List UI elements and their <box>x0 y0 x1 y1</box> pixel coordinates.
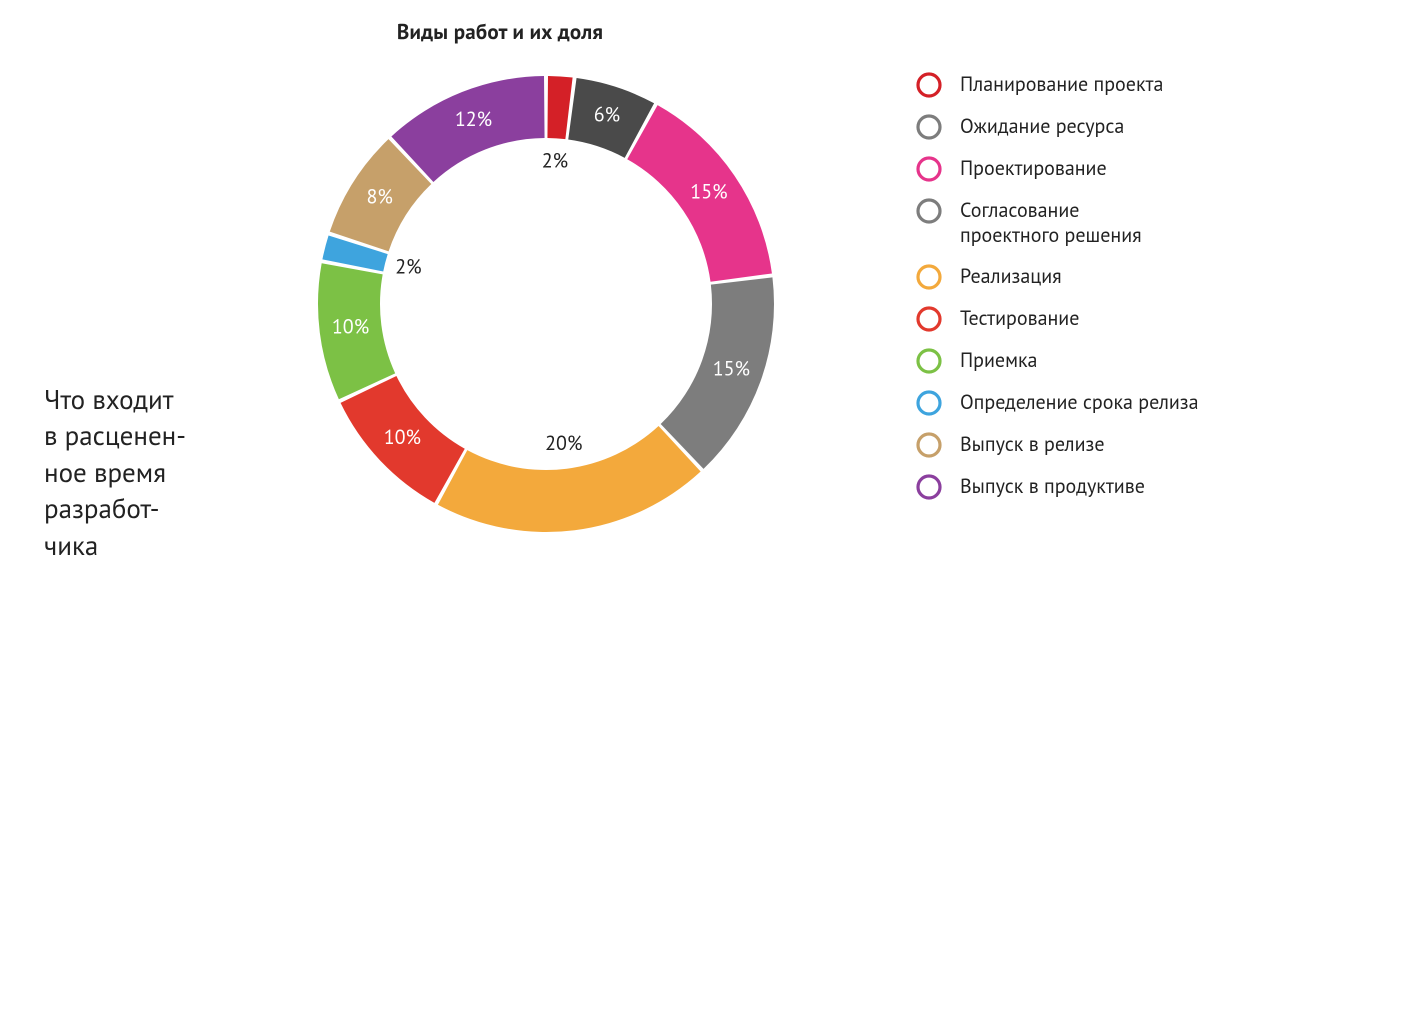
legend-item: Выпуск в релизе <box>916 432 1199 458</box>
legend-item: Определение срока релиза <box>916 390 1199 416</box>
donut-slice <box>547 76 572 139</box>
legend-swatch-icon <box>916 264 942 290</box>
slice-label: 10% <box>332 314 369 340</box>
legend-item: Выпуск в продуктиве <box>916 474 1199 500</box>
legend-swatch-icon <box>916 474 942 500</box>
legend-swatch-icon <box>916 156 942 182</box>
slice-label: 12% <box>455 106 492 132</box>
legend-item: Ожидание ресурса <box>916 114 1199 140</box>
legend-swatch-icon <box>916 198 942 224</box>
legend-label: Согласованиепроектного решения <box>960 198 1142 248</box>
legend-label: Проектирование <box>960 156 1107 181</box>
legend-label: Тестирование <box>960 306 1079 331</box>
legend-label: Планирование проекта <box>960 72 1163 97</box>
side-description-line: чика <box>44 528 244 564</box>
legend-label: Определение срока релиза <box>960 390 1199 415</box>
legend-label: Выпуск в продуктиве <box>960 474 1145 499</box>
legend-item: Реализация <box>916 264 1199 290</box>
slice-label: 10% <box>384 424 421 450</box>
legend-swatch-icon <box>916 348 942 374</box>
chart-title: Виды работ и их доля <box>0 18 1000 45</box>
side-description-line: разработ- <box>44 491 244 527</box>
side-description: Что входитв расценен-ное времяразработ-ч… <box>44 382 244 564</box>
slice-label: 2% <box>542 147 568 173</box>
legend-label: Реализация <box>960 264 1062 289</box>
slice-label: 15% <box>690 178 727 204</box>
legend-swatch-icon <box>916 390 942 416</box>
donut-chart: 2% 6% 15% 15% 20% 10% 10% 2% 8% 12% <box>296 54 796 554</box>
legend-swatch-icon <box>916 306 942 332</box>
legend-item: Проектирование <box>916 156 1199 182</box>
legend-label: Ожидание ресурса <box>960 114 1124 139</box>
slice-label: 8% <box>366 183 392 209</box>
slice-label: 2% <box>395 254 421 280</box>
legend-item: Приемка <box>916 348 1199 374</box>
legend-label: Выпуск в релизе <box>960 432 1105 457</box>
side-description-line: в расценен- <box>44 418 244 454</box>
slice-label: 15% <box>713 356 750 382</box>
legend-swatch-icon <box>916 114 942 140</box>
legend-item: Согласованиепроектного решения <box>916 198 1199 248</box>
legend-item: Планирование проекта <box>916 72 1199 98</box>
legend-swatch-icon <box>916 72 942 98</box>
slice-label: 6% <box>594 102 620 128</box>
legend-swatch-icon <box>916 432 942 458</box>
legend: Планирование проекта Ожидание ресурса Прое… <box>916 72 1199 516</box>
slice-label: 20% <box>545 430 582 456</box>
side-description-line: ное время <box>44 455 244 491</box>
side-description-line: Что входит <box>44 382 244 418</box>
chart-canvas: Виды работ и их доля Что входитв расцене… <box>0 0 1426 1028</box>
legend-item: Тестирование <box>916 306 1199 332</box>
legend-label: Приемка <box>960 348 1037 373</box>
